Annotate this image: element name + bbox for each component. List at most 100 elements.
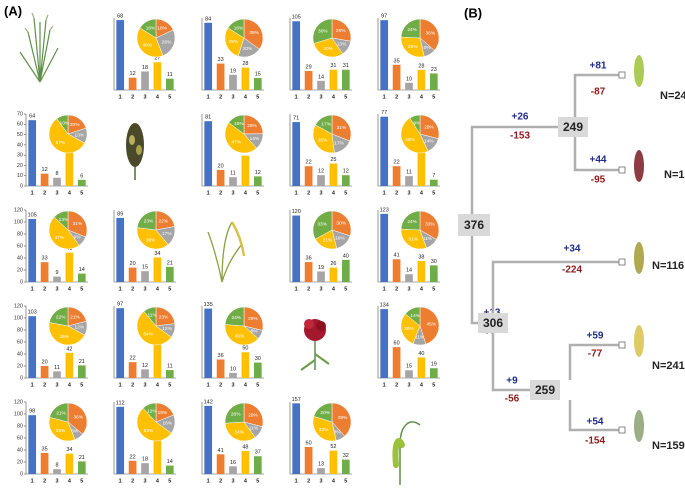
bar-value-label: 77 (381, 110, 387, 116)
panel-label: (B) (464, 5, 482, 20)
bar-value-label: 60 (306, 440, 312, 446)
x-tick-label: 4 (244, 94, 248, 100)
pie-label: 57% (56, 140, 66, 146)
bar-value-label: 11 (167, 72, 173, 78)
pie-label: 35% (56, 428, 66, 434)
x-tick-label: 4 (332, 94, 336, 100)
pie-label: 24% (231, 315, 241, 321)
plant-icon (634, 55, 644, 87)
x-tick-label: 4 (68, 382, 72, 388)
bar-value-label: 22 (130, 356, 136, 362)
x-tick-label: 4 (420, 382, 424, 388)
bar-value-label: 35 (394, 58, 400, 64)
x-tick-label: 2 (307, 94, 310, 100)
y-tick-label: 40 (17, 351, 23, 357)
pie-label: 26% (162, 39, 172, 45)
pie-label: 33% (317, 221, 327, 227)
bar-value-label: 22 (130, 454, 136, 460)
bar (141, 71, 149, 90)
bar-value-label: 84 (205, 16, 211, 22)
bar-value-label: 12 (343, 169, 349, 175)
bar-value-label: 6 (80, 173, 83, 179)
bar-value-label: 30 (431, 259, 437, 265)
pie-label: 28% (336, 28, 346, 34)
tree-node (458, 214, 490, 236)
bar-value-label: 20 (42, 359, 48, 365)
gain-label: +81 (590, 61, 607, 72)
bar-value-label: 31 (330, 63, 336, 69)
bar (229, 74, 237, 90)
bar (405, 176, 413, 186)
bar-value-label: 35 (42, 446, 48, 452)
pie-label: 21% (56, 410, 66, 416)
bar-value-label: 14 (406, 268, 412, 274)
y-tick-label: 40 (17, 447, 23, 453)
bar (216, 454, 225, 474)
bar-value-label: 26 (330, 261, 336, 267)
leaf-marker (618, 258, 626, 266)
bar (292, 403, 301, 474)
pie-label: 21% (70, 314, 80, 320)
bar-value-label: 89 (117, 211, 123, 217)
node-label: 259 (535, 383, 555, 397)
pie-label: 10% (60, 120, 70, 126)
x-tick-label: 3 (143, 286, 146, 292)
pie-slice (400, 36, 425, 58)
y-tick-label: 20 (17, 163, 23, 169)
pie-label: 11% (249, 426, 259, 432)
pie-slice (136, 311, 172, 346)
pie-label: 54% (143, 332, 153, 338)
pie-slice (405, 306, 421, 327)
x-tick-label: 4 (244, 190, 248, 196)
x-tick-label: 1 (207, 94, 210, 100)
x-tick-label: 1 (383, 94, 386, 100)
bar-value-label: 134 (380, 303, 389, 309)
gain-label: +26 (512, 112, 529, 123)
y-tick-label: 100 (14, 411, 23, 417)
bar (253, 176, 262, 186)
panel-label: (A) (4, 3, 22, 18)
pie-label: 38% (146, 237, 156, 243)
bar (253, 362, 262, 378)
bar-value-label: 18 (142, 65, 148, 71)
x-tick-label: 2 (395, 94, 398, 100)
pie-slice (331, 114, 352, 142)
bar (229, 372, 237, 378)
pie-slice (315, 114, 333, 135)
pie-label: 11% (423, 236, 433, 242)
pie-label: 40% (235, 334, 245, 340)
x-tick-label: 5 (80, 286, 83, 292)
leaf-label: N=241 (652, 360, 685, 372)
pie-slice (53, 210, 69, 231)
pie-slice (331, 18, 352, 42)
x-tick-label: 1 (31, 286, 34, 292)
bar-value-label: 19 (318, 265, 324, 271)
y-tick-label: 50 (17, 132, 23, 138)
bar-value-label: 31 (343, 63, 349, 69)
pie-label: 20% (243, 46, 253, 52)
pie-label: 29% (424, 124, 434, 130)
tree-branch (573, 73, 622, 117)
bar (380, 116, 389, 186)
pie-label: 45% (426, 321, 436, 327)
pie-slice (224, 421, 256, 442)
pie-label: 53% (144, 428, 154, 434)
x-tick-label: 2 (131, 94, 134, 100)
pie-label: 31% (408, 236, 418, 242)
pie-slice (313, 37, 343, 58)
bar (304, 166, 313, 186)
x-tick-label: 1 (119, 286, 122, 292)
pie-label: 12% (75, 325, 85, 331)
plant-icon (126, 123, 144, 180)
pie-slice (224, 122, 257, 154)
pie-label: 8% (71, 428, 79, 434)
bar-value-label: 48 (242, 444, 248, 450)
bar-value-label: 105 (28, 212, 37, 218)
bar (405, 274, 413, 282)
x-tick-label: 1 (31, 478, 34, 484)
bar (128, 362, 137, 378)
x-tick-label: 2 (131, 286, 134, 292)
tree-branch (573, 137, 622, 172)
pie-slice (419, 18, 440, 51)
